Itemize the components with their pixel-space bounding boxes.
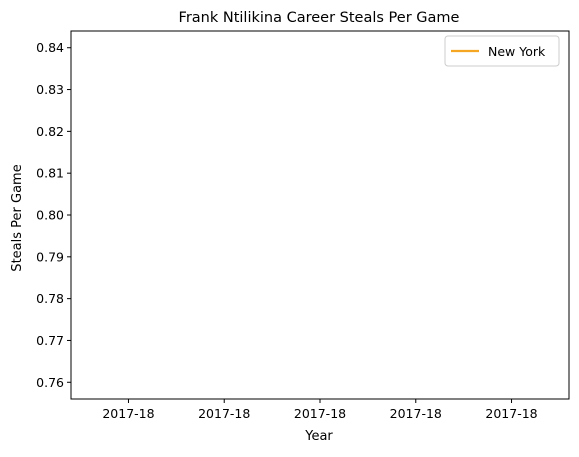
x-axis-label: Year (304, 429, 333, 444)
y-tick-label: 0.81 (36, 166, 64, 181)
y-tick-label: 0.80 (36, 208, 64, 223)
y-tick-label: 0.78 (36, 291, 64, 306)
y-tick-label: 0.79 (36, 249, 64, 264)
x-tick-label: 2017-18 (102, 406, 154, 421)
chart-title: Frank Ntilikina Career Steals Per Game (179, 10, 460, 26)
y-tick-label: 0.84 (36, 40, 64, 55)
x-tick-label: 2017-18 (198, 406, 250, 421)
legend-label-new-york: New York (488, 44, 546, 59)
legend-box (444, 35, 560, 67)
y-axis-label: Steals Per Game (10, 164, 25, 271)
x-tick-label: 2017-18 (485, 406, 537, 421)
x-axis: 2017-18 2017-18 2017-18 2017-18 2017-18 (102, 399, 538, 421)
x-tick-label: 2017-18 (390, 406, 442, 421)
y-axis: 0.76 0.77 0.78 0.79 0.80 0.81 0.82 0.83 0.84 (36, 40, 71, 390)
legend: New York (444, 35, 560, 67)
y-tick-label: 0.77 (36, 333, 64, 348)
x-tick-label: 2017-18 (294, 406, 346, 421)
y-tick-label: 0.76 (36, 375, 64, 390)
y-tick-label: 0.83 (36, 82, 64, 97)
y-tick-label: 0.82 (36, 124, 64, 139)
